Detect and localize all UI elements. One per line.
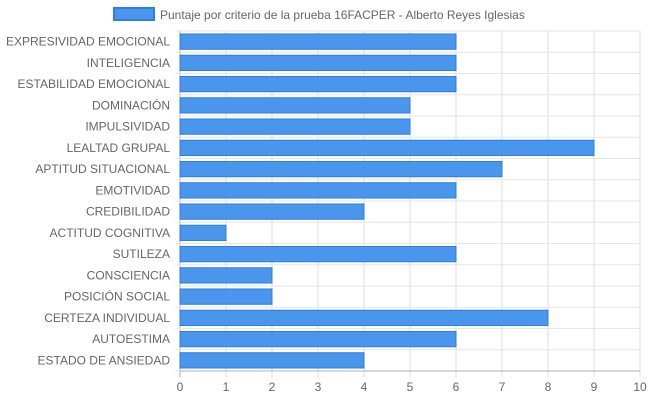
x-tick-label: 8: [545, 380, 552, 394]
y-tick-label: APTITUD SITUACIONAL: [35, 162, 170, 176]
y-tick-label: SUTILEZA: [113, 247, 170, 261]
bar-2: [179, 54, 457, 72]
legend-label: Puntaje por criterio de la prueba 16FACP…: [160, 8, 525, 22]
x-tick-label: 1: [223, 380, 230, 394]
bar-5: [179, 118, 411, 135]
y-tick-label: LEALTAD GRUPAL: [67, 141, 171, 155]
y-tick-label: AUTOESTIMA: [92, 332, 170, 346]
y-tick-label: EXPRESIVIDAD EMOCIONAL: [6, 35, 170, 49]
x-tick-label: 6: [453, 380, 460, 394]
bars: [179, 33, 595, 369]
bar-9: [179, 203, 365, 220]
y-tick-label: CERTEZA INDIVIDUAL: [44, 311, 170, 325]
x-tick-label: 9: [591, 380, 598, 394]
y-tick-label: IMPULSIVIDAD: [85, 120, 170, 134]
y-tick-label: CREDIBILIDAD: [86, 205, 170, 219]
bar-12: [179, 267, 273, 284]
legend-swatch: [113, 7, 155, 21]
x-tick-label: 5: [407, 380, 414, 394]
bar-3: [179, 75, 457, 93]
bar-14: [179, 309, 549, 327]
y-tick-label: CONSCIENCIA: [87, 268, 170, 282]
x-tick-label: 10: [633, 380, 647, 394]
legend: Puntaje por criterio de la prueba 16FACP…: [113, 7, 525, 22]
x-tick-label: 3: [315, 380, 322, 394]
y-axis-labels: EXPRESIVIDAD EMOCIONAL INTELIGENCIA ESTABI…: [6, 35, 170, 368]
bar-11: [179, 245, 457, 263]
bar-4: [179, 97, 411, 114]
y-tick-label: DOMINACIÓN: [92, 97, 170, 112]
y-tick-label: POSICIÓN SOCIAL: [64, 289, 170, 304]
x-tick-label: 0: [177, 380, 184, 394]
bar-1: [179, 33, 457, 50]
x-tick-label: 2: [269, 380, 276, 394]
y-tick-label: EMOTIVIDAD: [95, 183, 170, 197]
bar-15: [179, 330, 457, 348]
x-axis-labels: 0 1 2 3 4 5 6 7 8 9 10: [177, 380, 647, 394]
bar-7: [179, 160, 503, 178]
bar-10: [179, 224, 227, 242]
y-tick-label: INTELIGENCIA: [87, 56, 170, 70]
bar-8: [179, 182, 457, 199]
x-tick-label: 7: [499, 380, 506, 394]
bar-6: [179, 139, 595, 157]
x-tick-label: 4: [361, 380, 368, 394]
bar-16: [179, 352, 365, 369]
y-tick-label: ESTADO DE ANSIEDAD: [38, 353, 171, 367]
bar-13: [179, 288, 273, 305]
y-tick-label: ACTITUD COGNITIVA: [50, 226, 170, 240]
y-tick-label: ESTABILIDAD EMOCIONAL: [18, 77, 171, 91]
